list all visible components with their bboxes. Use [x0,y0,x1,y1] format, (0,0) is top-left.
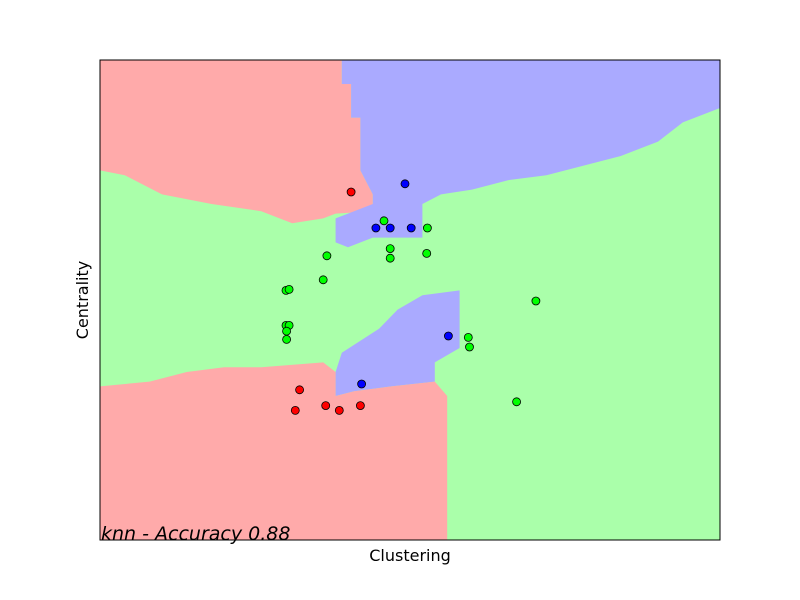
point-green-8 [284,284,294,294]
point-green-5 [322,251,332,261]
point-blue-2 [385,223,395,233]
point-green-15 [465,342,474,352]
x-axis-label: Clustering [369,546,451,565]
point-green-2 [385,244,395,254]
point-red-1 [295,385,305,395]
point-green-12 [282,334,292,344]
region-red-3 [100,362,448,540]
point-green-16 [512,397,521,407]
point-green-0 [379,216,389,226]
point-blue-1 [371,223,381,233]
point-red-4 [334,405,344,415]
point-red-2 [290,405,300,415]
point-green-4 [422,248,432,258]
point-green-6 [318,275,328,285]
point-red-5 [355,401,365,411]
accuracy-annotation: knn - Accuracy 0.88 [101,523,290,545]
point-green-1 [422,223,432,233]
decision-regions [100,60,720,540]
plot-area-frame [99,59,721,541]
point-blue-4 [443,331,453,341]
point-green-13 [531,296,541,306]
point-green-14 [463,332,473,342]
point-green-11 [282,326,292,336]
point-blue-3 [406,223,416,233]
point-blue-0 [400,179,410,189]
point-red-3 [321,401,331,411]
region-red-0 [100,60,373,224]
point-green-3 [385,253,395,263]
data-points [281,179,541,415]
y-axis-label: Centrality [73,261,92,339]
region-blue-1 [335,60,720,248]
point-red-0 [346,187,356,197]
region-blue-2 [335,290,460,396]
point-blue-5 [357,379,367,389]
